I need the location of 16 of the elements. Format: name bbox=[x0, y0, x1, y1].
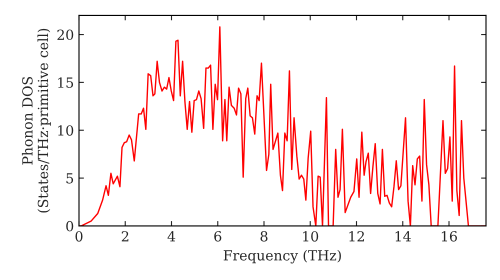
x-tick-label: 12 bbox=[349, 231, 364, 242]
x-axis-title: Frequency (THz) bbox=[224, 250, 341, 264]
y-tick-label: 10 bbox=[58, 125, 74, 136]
x-tick-label: 10 bbox=[303, 231, 318, 242]
x-tick-label: 14 bbox=[396, 231, 411, 242]
x-tick-label: 4 bbox=[168, 231, 176, 242]
y-tick-label: 15 bbox=[58, 77, 74, 88]
y-tick-label: 20 bbox=[57, 30, 74, 40]
x-tick-label: 2 bbox=[122, 231, 128, 242]
x-tick-label: 6 bbox=[214, 231, 222, 242]
y-tick-label: 0 bbox=[66, 220, 74, 232]
y-tick-label: 5 bbox=[66, 173, 74, 184]
y-axis-title: Phonon DOS (States/THz·primitive cell) bbox=[22, 28, 51, 213]
x-tick-label: 0 bbox=[75, 231, 82, 242]
x-tick-label: 8 bbox=[260, 231, 268, 242]
x-tick-label: 16 bbox=[442, 231, 457, 242]
